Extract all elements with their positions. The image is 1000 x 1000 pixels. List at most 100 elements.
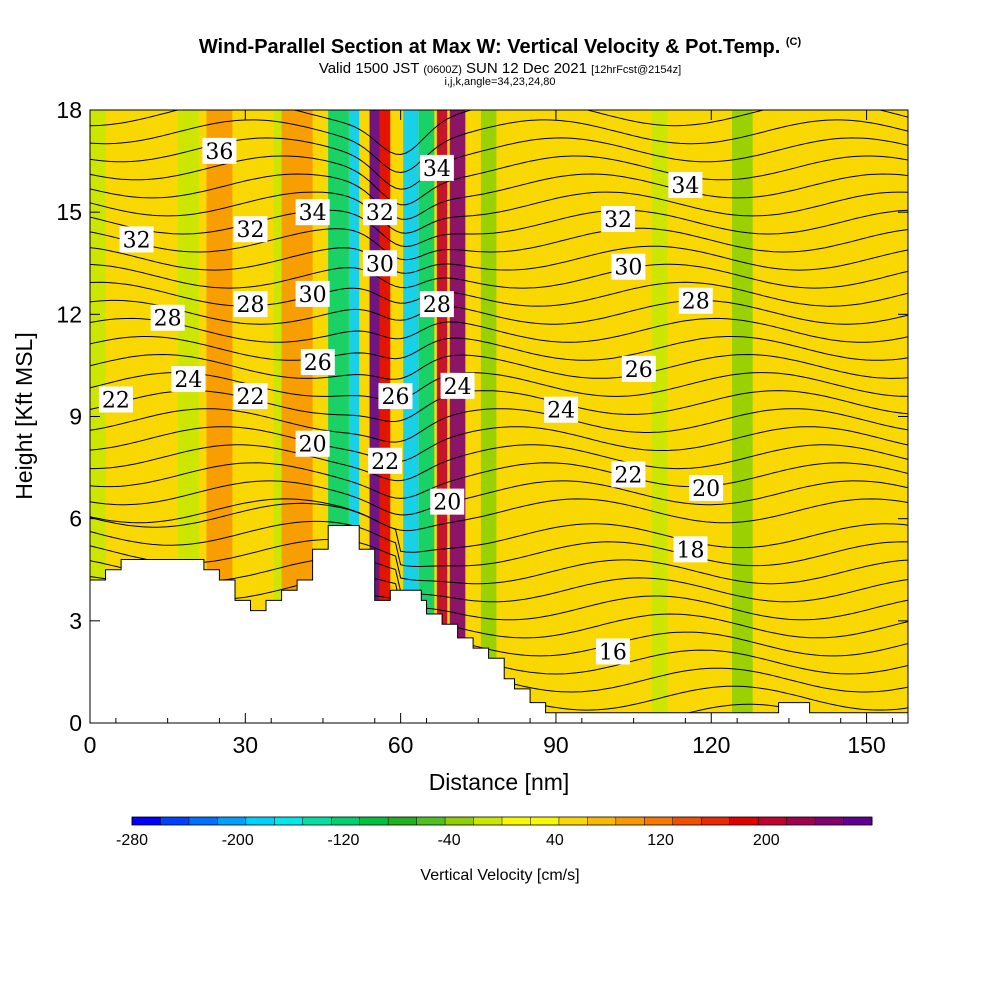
contour-label-box xyxy=(611,461,646,488)
colorbar-swatch xyxy=(729,817,759,825)
contour-label-text: 20 xyxy=(299,433,327,458)
contour-label: 34 xyxy=(668,171,703,199)
theta-contour-line xyxy=(90,317,908,343)
contour-label-box xyxy=(98,386,133,413)
colorbar-swatch xyxy=(644,817,674,825)
contour-label-text: 30 xyxy=(299,283,327,308)
contour-label-text: 24 xyxy=(174,368,202,393)
contour-label: 24 xyxy=(171,366,206,393)
contour-label-box xyxy=(362,199,397,226)
colorbar-swatch xyxy=(758,817,788,825)
contour-label-text: 32 xyxy=(236,218,264,243)
theta-contour-line xyxy=(90,245,908,274)
contour-label: 28 xyxy=(419,291,454,318)
y-tick-label: 12 xyxy=(56,301,82,327)
contour-label-text: 26 xyxy=(381,385,409,410)
colorbar-swatch xyxy=(302,817,332,825)
contour-label: 28 xyxy=(678,287,713,315)
contour-label-text: 30 xyxy=(366,252,394,277)
contour-label-box xyxy=(668,171,703,198)
colorbar-swatch xyxy=(786,817,816,825)
contour-label: 30 xyxy=(362,250,397,277)
contour-label-text: 28 xyxy=(236,293,264,318)
contour-label-text: 18 xyxy=(677,538,705,563)
contour-label: 16 xyxy=(595,638,630,665)
colorbar-tick-label: 200 xyxy=(753,832,780,849)
contour-label-text: 34 xyxy=(671,174,699,199)
contour-label-box xyxy=(621,355,656,382)
colorbar-swatch xyxy=(672,817,702,825)
theta-contour-line xyxy=(90,191,908,234)
contour-label-box xyxy=(544,396,579,423)
contour-label-text: 22 xyxy=(236,385,264,410)
contour-label-box xyxy=(171,366,206,393)
contour-label: 28 xyxy=(233,291,268,318)
contour-label: 22 xyxy=(611,461,646,488)
contour-label-text: 36 xyxy=(205,140,233,165)
contour-label-box xyxy=(150,304,185,331)
contour-label-box xyxy=(430,488,465,515)
theta-contour-line xyxy=(90,353,908,380)
contour-label: 26 xyxy=(621,355,656,383)
colorbar-swatch xyxy=(245,817,275,825)
x-tick-label: 60 xyxy=(388,732,414,758)
velocity-band xyxy=(480,110,497,723)
contour-label-box xyxy=(295,430,330,457)
x-axis-label: Distance [nm] xyxy=(429,769,570,795)
theta-contour-line xyxy=(90,426,908,463)
contour-label: 32 xyxy=(233,216,268,243)
colorbar-swatch xyxy=(416,817,446,825)
chart-subtitle: Valid 1500 JST (0600Z) SUN 12 Dec 2021 [… xyxy=(318,60,682,77)
contour-label: 34 xyxy=(295,199,330,226)
theta-contour-line xyxy=(90,372,908,402)
velocity-band xyxy=(436,110,448,723)
contour-label: 26 xyxy=(300,349,335,376)
colorbar-tick-label: -120 xyxy=(327,832,359,849)
contour-label: 20 xyxy=(689,475,724,502)
velocity-band xyxy=(418,110,435,723)
theta-contour-line xyxy=(90,498,908,532)
contour-label-text: 24 xyxy=(444,375,472,400)
chart-indices: i,j,k,angle=34,23,24,80 xyxy=(444,76,556,88)
colorbar-swatch xyxy=(217,817,247,825)
contour-label: 28 xyxy=(150,304,185,332)
x-tick-label: 30 xyxy=(233,732,259,758)
theta-contour-line xyxy=(90,390,908,422)
contour-label-text: 24 xyxy=(547,399,575,424)
contour-label-text: 32 xyxy=(604,208,632,233)
velocity-band xyxy=(449,110,466,723)
contour-label-box xyxy=(378,383,413,410)
theta-contour-line xyxy=(90,119,908,174)
contour-label-box xyxy=(611,253,646,280)
theta-contour-line xyxy=(90,444,908,482)
contour-label: 30 xyxy=(611,253,646,281)
contour-label-box xyxy=(362,250,397,277)
colorbar-tick-label: -40 xyxy=(438,832,461,849)
colorbar-swatch xyxy=(445,817,475,825)
contour-label-text: 34 xyxy=(299,201,327,226)
contour-label-box xyxy=(233,291,268,318)
contour-label: 36 xyxy=(202,137,237,165)
colorbar-swatch xyxy=(188,817,218,825)
contour-label-box xyxy=(295,199,330,226)
contour-label: 26 xyxy=(378,383,413,410)
velocity-band xyxy=(348,110,360,723)
colorbar-swatch xyxy=(132,817,161,825)
y-tick-label: 3 xyxy=(69,608,82,634)
contour-label: 22 xyxy=(233,383,268,410)
contour-label-text: 22 xyxy=(371,450,399,475)
colorbar-swatch xyxy=(388,817,418,825)
terrain xyxy=(90,525,908,723)
contour-label: 30 xyxy=(295,280,330,308)
x-tick-label: 90 xyxy=(543,732,569,758)
contour-label: 32 xyxy=(362,199,397,226)
colorbar-swatch xyxy=(615,817,645,825)
theta-contour-line xyxy=(90,462,908,499)
theta-contour-line xyxy=(90,263,908,289)
contour-label: 32 xyxy=(119,226,154,253)
contour-label-box xyxy=(233,383,268,410)
contour-label-box xyxy=(119,226,154,253)
contour-label-box xyxy=(202,137,237,164)
contour-label-box xyxy=(440,372,475,399)
colorbar-swatch xyxy=(359,817,389,825)
